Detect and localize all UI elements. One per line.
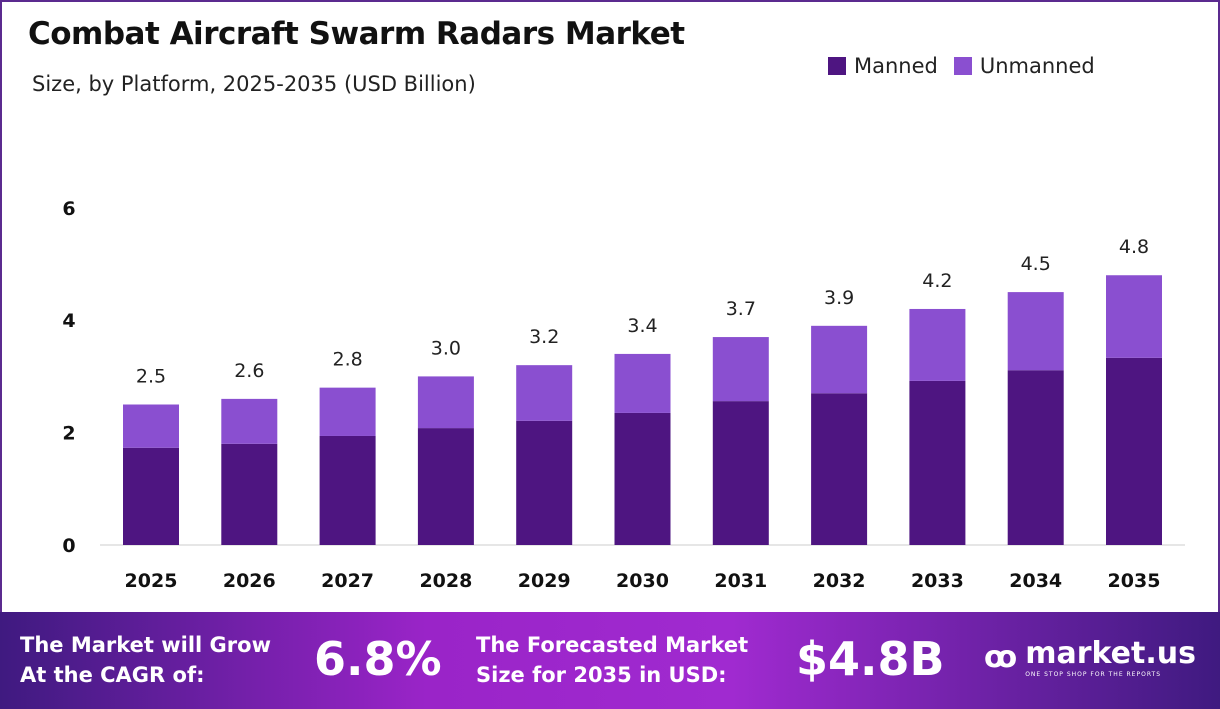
bar-unmanned (123, 404, 179, 448)
bar-chart: 0 2 4 6 2.5 2025 2.6 2026 2.8 2027 3.0 2028 3.2 2029 3… (62, 198, 1185, 592)
bar-manned (221, 443, 278, 545)
bar-manned (909, 380, 966, 545)
cagr-label: The Market will Grow At the CAGR of: (20, 630, 271, 690)
data-label: 3.7 (726, 298, 756, 320)
data-label: 2.6 (234, 360, 264, 382)
bar-unmanned (614, 353, 671, 413)
y-tick-label: 4 (62, 310, 75, 332)
bar-unmanned (319, 387, 376, 436)
legend-label: Unmanned (979, 54, 1095, 78)
bar-manned (811, 393, 868, 545)
y-tick-label: 0 (62, 535, 75, 557)
data-label: 3.4 (627, 315, 657, 337)
bar-manned (123, 447, 179, 545)
cagr-label-line: The Market will Grow (20, 633, 271, 657)
data-label: 3.0 (431, 337, 461, 359)
x-tick-label: 2032 (813, 570, 866, 592)
cagr-value: 6.8% (314, 632, 442, 686)
x-tick-label: 2027 (321, 570, 374, 592)
bar-manned (1106, 357, 1162, 545)
marketus-logo: ꝏ market.us ONE STOP SHOP FOR THE REPORTS (984, 636, 1196, 678)
bar-manned (614, 412, 671, 545)
x-tick-label: 2025 (125, 570, 178, 592)
bar-unmanned (1106, 275, 1162, 358)
bar-manned (516, 420, 573, 545)
x-tick-label: 2035 (1108, 570, 1161, 592)
x-tick-label: 2030 (616, 570, 669, 592)
data-label: 4.8 (1119, 236, 1149, 258)
chart-subtitle: Size, by Platform, 2025-2035 (USD Billio… (32, 72, 476, 96)
legend-label: Manned (854, 54, 938, 78)
bar-unmanned (417, 376, 474, 429)
forecast-label-line: Size for 2035 in USD: (476, 663, 727, 687)
x-tick-label: 2026 (223, 570, 276, 592)
bar-unmanned (221, 398, 278, 444)
y-tick-label: 6 (62, 198, 75, 220)
data-label: 4.2 (922, 270, 952, 292)
bar-unmanned (811, 325, 868, 394)
bar-manned (712, 401, 769, 545)
forecast-label-line: The Forecasted Market (476, 633, 749, 657)
bar-unmanned (909, 308, 966, 381)
logo-name: market.us (1025, 636, 1196, 671)
logo-icon: ꝏ (984, 639, 1018, 675)
legend-swatch-manned (828, 57, 846, 75)
cagr-label-line: At the CAGR of: (20, 663, 205, 687)
bar-unmanned (712, 337, 769, 402)
y-tick-label: 2 (62, 423, 75, 445)
x-tick-label: 2034 (1009, 570, 1062, 592)
bar-manned (1007, 370, 1064, 545)
forecast-value: $4.8B (796, 632, 945, 686)
forecast-label: The Forecasted Market Size for 2035 in US… (476, 630, 748, 690)
legend: Manned Unmanned (828, 54, 1095, 78)
x-tick-label: 2028 (419, 570, 472, 592)
data-label: 2.5 (136, 366, 166, 388)
data-label: 3.9 (824, 287, 854, 309)
legend-swatch-unmanned (953, 57, 972, 75)
chart-title: Combat Aircraft Swarm Radars Market (28, 16, 685, 52)
data-label: 2.8 (332, 349, 362, 371)
bar-unmanned (516, 365, 573, 421)
summary-banner: The Market will Grow At the CAGR of: 6.8%… (0, 612, 1220, 709)
x-tick-label: 2029 (518, 570, 571, 592)
x-tick-label: 2033 (911, 570, 964, 592)
chart-frame (0, 0, 1220, 612)
bar-unmanned (1007, 292, 1064, 371)
data-label: 3.2 (529, 326, 559, 348)
logo-tagline: ONE STOP SHOP FOR THE REPORTS (1025, 671, 1162, 678)
bar-manned (417, 428, 474, 545)
legend-item-manned: Manned (828, 54, 938, 78)
bar-manned (319, 435, 376, 545)
data-label: 4.5 (1021, 253, 1051, 275)
legend-item-unmanned: Unmanned (953, 54, 1095, 78)
x-tick-label: 2031 (714, 570, 767, 592)
